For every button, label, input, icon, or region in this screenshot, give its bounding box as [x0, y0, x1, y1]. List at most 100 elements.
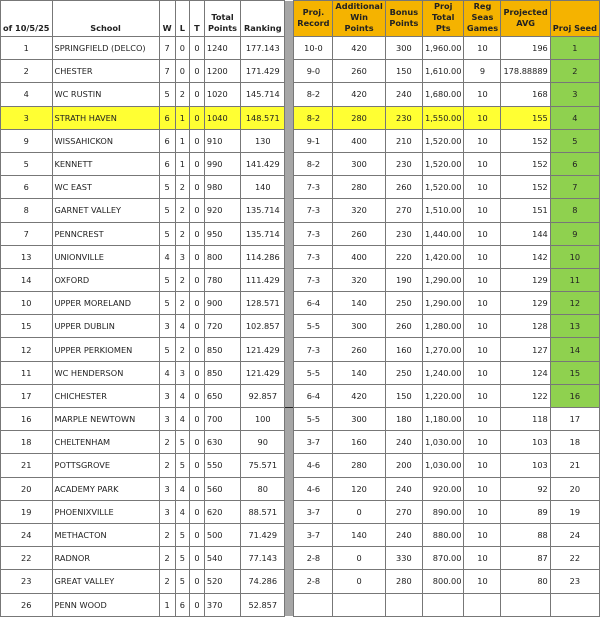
cell-school[interactable]: CHESTER [51, 59, 160, 84]
cell-t[interactable]: 0 [189, 314, 205, 339]
cell-bonus-points[interactable]: 160 [384, 337, 423, 362]
cell-proj-total-pts[interactable]: 1,520.00 [421, 128, 465, 153]
cell-reg-seas-games[interactable]: 10 [463, 337, 502, 362]
header-reg-seas-games[interactable]: Reg Seas Games [463, 0, 502, 37]
cell-ranking[interactable]: 77.143 [240, 546, 286, 571]
cell-proj-total-pts[interactable]: 800.00 [421, 569, 465, 594]
cell-rank[interactable]: 4 [0, 82, 53, 107]
cell-additional-win-points[interactable]: 120 [332, 476, 386, 501]
cell-proj-record[interactable]: 7-3 [293, 244, 334, 269]
cell-rank[interactable]: 23 [0, 569, 53, 594]
cell-w[interactable]: 6 [158, 151, 176, 177]
cell-school[interactable]: CHICHESTER [51, 383, 160, 409]
cell-reg-seas-games[interactable]: 10 [463, 546, 502, 571]
cell-proj-total-pts[interactable]: 1,220.00 [421, 383, 465, 409]
cell-w[interactable]: 7 [158, 59, 176, 84]
cell-rank[interactable]: 21 [0, 453, 53, 478]
cell-reg-seas-games[interactable]: 10 [463, 453, 502, 478]
cell-l[interactable]: 2 [174, 175, 191, 200]
cell-bonus-points[interactable]: 280 [384, 569, 423, 594]
cell-proj-record[interactable]: 7-3 [293, 175, 334, 200]
cell-l[interactable]: 2 [174, 267, 191, 293]
cell-additional-win-points[interactable]: 320 [332, 267, 386, 293]
cell-proj-record[interactable]: 2-8 [293, 546, 334, 571]
cell-total-points[interactable]: 650 [203, 383, 242, 409]
cell-proj-total-pts[interactable]: 1,510.00 [421, 198, 465, 223]
cell-ranking[interactable]: 80 [240, 476, 286, 501]
cell-proj-total-pts[interactable]: 1,270.00 [421, 337, 465, 362]
cell-total-points[interactable]: 540 [203, 546, 242, 571]
cell-proj-total-pts[interactable]: 1,680.00 [421, 82, 465, 107]
cell-l[interactable]: 5 [174, 546, 191, 571]
cell-w[interactable]: 6 [158, 128, 176, 153]
cell-w[interactable]: 4 [158, 360, 176, 385]
cell-projected-avg[interactable]: 178.88889 [500, 59, 551, 84]
cell-projected-avg[interactable]: 152 [500, 151, 551, 177]
cell-bonus-points[interactable]: 150 [384, 59, 423, 84]
cell-total-points[interactable]: 700 [203, 406, 242, 432]
cell-bonus-points[interactable]: 250 [384, 360, 423, 385]
cell-t[interactable]: 0 [189, 291, 205, 316]
cell-proj-record[interactable]: 6-4 [293, 291, 334, 316]
cell-rank[interactable]: 17 [0, 383, 53, 409]
cell-additional-win-points[interactable]: 280 [332, 453, 386, 478]
cell-additional-win-points[interactable] [332, 592, 386, 617]
cell-reg-seas-games[interactable]: 10 [463, 406, 502, 432]
cell-projected-avg[interactable]: 89 [500, 499, 551, 524]
cell-total-points[interactable]: 500 [203, 522, 242, 548]
cell-additional-win-points[interactable]: 0 [332, 499, 386, 524]
cell-reg-seas-games[interactable]: 10 [463, 267, 502, 293]
cell-ranking[interactable]: 88.571 [240, 499, 286, 524]
cell-projected-avg[interactable]: 87 [500, 546, 551, 571]
cell-rank[interactable]: 3 [0, 105, 53, 130]
cell-proj-total-pts[interactable]: 1,030.00 [421, 453, 465, 478]
cell-ranking[interactable]: 75.571 [240, 453, 286, 478]
cell-reg-seas-games[interactable]: 10 [463, 105, 502, 130]
cell-bonus-points[interactable]: 270 [384, 499, 423, 524]
cell-l[interactable]: 1 [174, 105, 191, 130]
cell-school[interactable]: UNIONVILLE [51, 244, 160, 269]
cell-school[interactable]: WC EAST [51, 175, 160, 200]
cell-t[interactable]: 0 [189, 360, 205, 385]
cell-t[interactable]: 0 [189, 221, 205, 246]
cell-reg-seas-games[interactable]: 10 [463, 522, 502, 548]
cell-w[interactable]: 5 [158, 221, 176, 246]
cell-l[interactable]: 2 [174, 198, 191, 223]
cell-proj-record[interactable] [293, 592, 334, 617]
cell-ranking[interactable]: 145.714 [240, 82, 286, 107]
cell-t[interactable]: 0 [189, 499, 205, 524]
cell-ranking[interactable]: 114.286 [240, 244, 286, 269]
cell-school[interactable]: PHOENIXVILLE [51, 499, 160, 524]
cell-proj-record[interactable]: 9-0 [293, 59, 334, 84]
cell-l[interactable]: 2 [174, 221, 191, 246]
cell-bonus-points[interactable]: 150 [384, 383, 423, 409]
cell-school[interactable]: METHACTON [51, 522, 160, 548]
cell-rank[interactable]: 19 [0, 499, 53, 524]
cell-bonus-points[interactable]: 330 [384, 546, 423, 571]
cell-l[interactable]: 5 [174, 453, 191, 478]
cell-school[interactable]: CHELTENHAM [51, 430, 160, 455]
cell-proj-seed[interactable]: 4 [549, 105, 600, 130]
cell-rank[interactable]: 16 [0, 406, 53, 432]
cell-additional-win-points[interactable]: 320 [332, 198, 386, 223]
cell-w[interactable]: 3 [158, 314, 176, 339]
cell-proj-record[interactable]: 8-2 [293, 151, 334, 177]
cell-w[interactable]: 1 [158, 592, 176, 617]
cell-additional-win-points[interactable]: 420 [332, 383, 386, 409]
cell-t[interactable]: 0 [189, 267, 205, 293]
cell-rank[interactable]: 26 [0, 592, 53, 617]
cell-proj-seed[interactable]: 15 [549, 360, 600, 385]
cell-proj-seed[interactable]: 10 [549, 244, 600, 269]
cell-reg-seas-games[interactable]: 10 [463, 175, 502, 200]
cell-w[interactable]: 5 [158, 267, 176, 293]
cell-projected-avg[interactable]: 152 [500, 128, 551, 153]
cell-proj-total-pts[interactable]: 1,520.00 [421, 151, 465, 177]
cell-bonus-points[interactable]: 240 [384, 522, 423, 548]
cell-school[interactable]: UPPER PERKIOMEN [51, 337, 160, 362]
cell-proj-seed[interactable]: 9 [549, 221, 600, 246]
cell-total-points[interactable]: 910 [203, 128, 242, 153]
cell-additional-win-points[interactable]: 260 [332, 59, 386, 84]
cell-proj-seed[interactable]: 22 [549, 546, 600, 571]
cell-proj-total-pts[interactable]: 1,030.00 [421, 430, 465, 455]
cell-total-points[interactable]: 900 [203, 291, 242, 316]
